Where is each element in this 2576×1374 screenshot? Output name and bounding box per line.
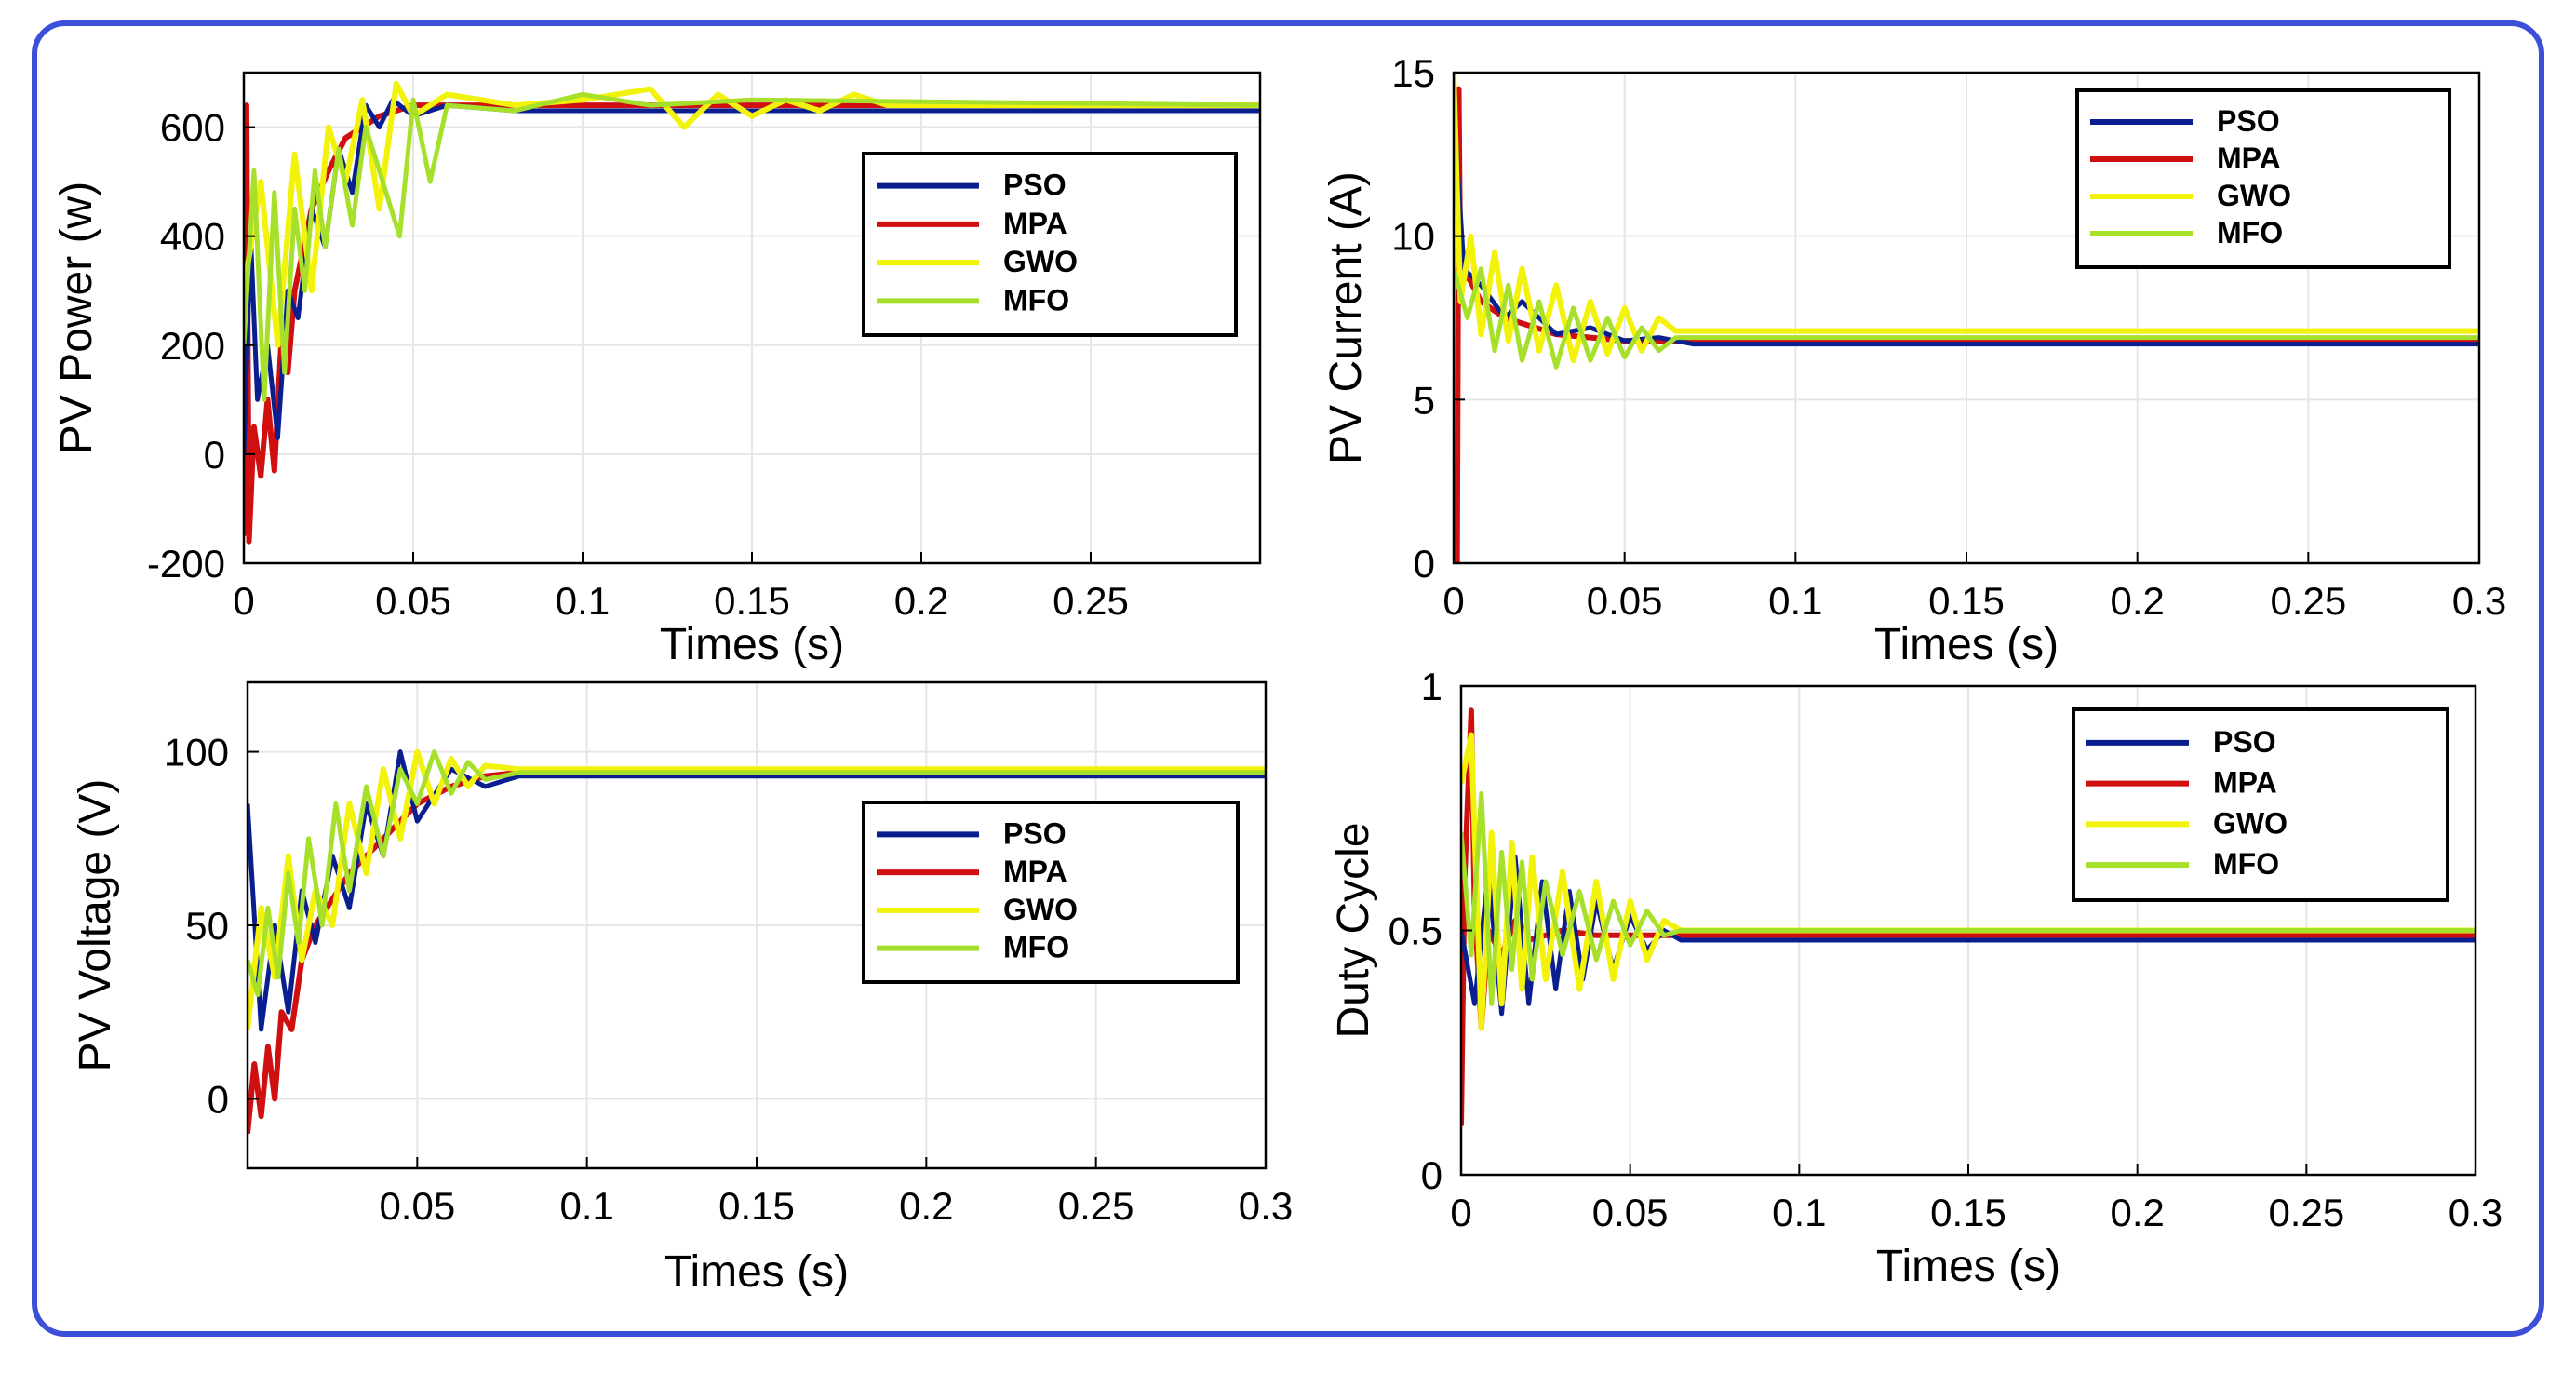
legend-label-pso: PSO: [1003, 816, 1067, 850]
series-line-gwo: [1454, 73, 2479, 364]
y-axis-label: PV Voltage (V): [71, 779, 120, 1072]
x-tick-label: 0.25: [2270, 579, 2346, 623]
y-tick-label: 15: [1391, 51, 1435, 95]
x-tick-label: 0.2: [899, 1184, 953, 1228]
x-tick-label: 0.25: [1053, 579, 1129, 623]
series-line-pso: [248, 749, 1266, 1032]
legend-label-gwo: GWO: [1003, 893, 1078, 926]
legend: PSO MPA GWO MFO: [862, 152, 1238, 337]
legend-label-mpa: MPA: [2217, 141, 2281, 175]
y-axis-label: PV Power (w): [52, 182, 101, 454]
y-axis-label: PV Current (A): [1322, 171, 1371, 465]
legend-label-gwo: GWO: [2217, 179, 2291, 212]
legend-label-gwo: GWO: [2213, 806, 2288, 840]
x-axis-label: Times (s): [1876, 1242, 2060, 1291]
x-tick-label: 0.1: [556, 579, 610, 623]
x-tick-label: 0.25: [1058, 1184, 1134, 1228]
series-line-mfo: [1454, 266, 2479, 370]
x-tick-label: 0.05: [375, 579, 451, 623]
x-tick-label: 0.15: [1930, 1191, 2006, 1234]
x-tick-label: 0: [1442, 579, 1464, 623]
y-tick-label: 400: [160, 215, 225, 259]
x-axis-label: Times (s): [1874, 620, 2059, 669]
y-tick-label: 100: [164, 731, 229, 775]
y-tick-label: 0: [1421, 1153, 1442, 1197]
x-tick-label: 0.15: [1928, 579, 2005, 623]
x-tick-label: 0.25: [2268, 1191, 2344, 1234]
legend-label-pso: PSO: [2213, 725, 2276, 759]
x-tick-label: 0.3: [2452, 579, 2506, 623]
legend-label-mfo: MFO: [2217, 216, 2283, 249]
x-tick-label: 0.2: [894, 579, 948, 623]
x-tick-label: 0.15: [718, 1184, 795, 1228]
y-tick-label: -200: [147, 542, 225, 586]
y-tick-label: 0.5: [1389, 909, 1442, 953]
chart-panel-3: 0.05 0.1 0.15 0.2 0.25 0.3 0 50 100 Times (s) PV V…: [71, 680, 1293, 1297]
y-tick-label: 0: [1414, 542, 1435, 586]
y-tick-label: 600: [160, 106, 225, 150]
legend-label-mfo: MFO: [1003, 931, 1069, 964]
legend-label-pso: PSO: [1003, 168, 1067, 202]
x-axis-label: Times (s): [664, 1247, 849, 1297]
x-tick-label: 0.2: [2110, 579, 2164, 623]
series-line-mfo: [248, 749, 1266, 998]
x-tick-label: 0.2: [2110, 1191, 2164, 1234]
x-tick-label: 0.05: [379, 1184, 455, 1228]
legend: PSO MPA GWO MFO: [862, 801, 1240, 984]
series-line-mfo: [1461, 791, 2475, 1006]
x-tick-label: 0.3: [2449, 1191, 2502, 1234]
legend-label-mfo: MFO: [1003, 283, 1069, 317]
y-tick-label: 50: [185, 904, 229, 948]
chart-panel-4: 0 0.05 0.1 0.15 0.2 0.25 0.3 0 0.5 1 Times (s) Duty…: [1329, 665, 2502, 1291]
legend-label-pso: PSO: [2217, 104, 2280, 138]
x-tick-label: 0.3: [1239, 1184, 1293, 1228]
y-axis-label: Duty Cycle: [1329, 822, 1378, 1038]
x-tick-label: 0.15: [714, 579, 790, 623]
y-tick-label: 1: [1421, 665, 1442, 708]
y-tick-label: 0: [208, 1077, 229, 1121]
x-tick-label: 0.1: [559, 1184, 613, 1228]
x-tick-label: 0.05: [1592, 1191, 1669, 1234]
x-axis-label: Times (s): [660, 620, 844, 669]
x-tick-label: 0.05: [1587, 579, 1663, 623]
y-tick-label: 0: [204, 433, 225, 477]
series-line-gwo: [244, 80, 1260, 348]
y-tick-label: 10: [1391, 215, 1435, 259]
legend-label-gwo: GWO: [1003, 245, 1078, 278]
x-tick-label: 0.1: [1768, 579, 1822, 623]
chart-panel-2: 0 0.05 0.1 0.15 0.2 0.25 0.3 0 5 10 15 Times (s) PV …: [1322, 51, 2506, 669]
legend-label-mpa: MPA: [2213, 766, 2277, 800]
x-tick-label: 0: [1450, 1191, 1471, 1234]
y-tick-label: 5: [1414, 378, 1435, 422]
legend-label-mfo: MFO: [2213, 847, 2279, 881]
legend-label-mpa: MPA: [1003, 855, 1067, 888]
legend: PSO MPA GWO MFO: [2072, 707, 2449, 902]
series-line-mfo: [244, 91, 1260, 402]
x-tick-label: 0: [233, 579, 254, 623]
x-tick-label: 0.1: [1772, 1191, 1826, 1234]
legend-label-mpa: MPA: [1003, 207, 1067, 240]
y-tick-label: 200: [160, 324, 225, 368]
